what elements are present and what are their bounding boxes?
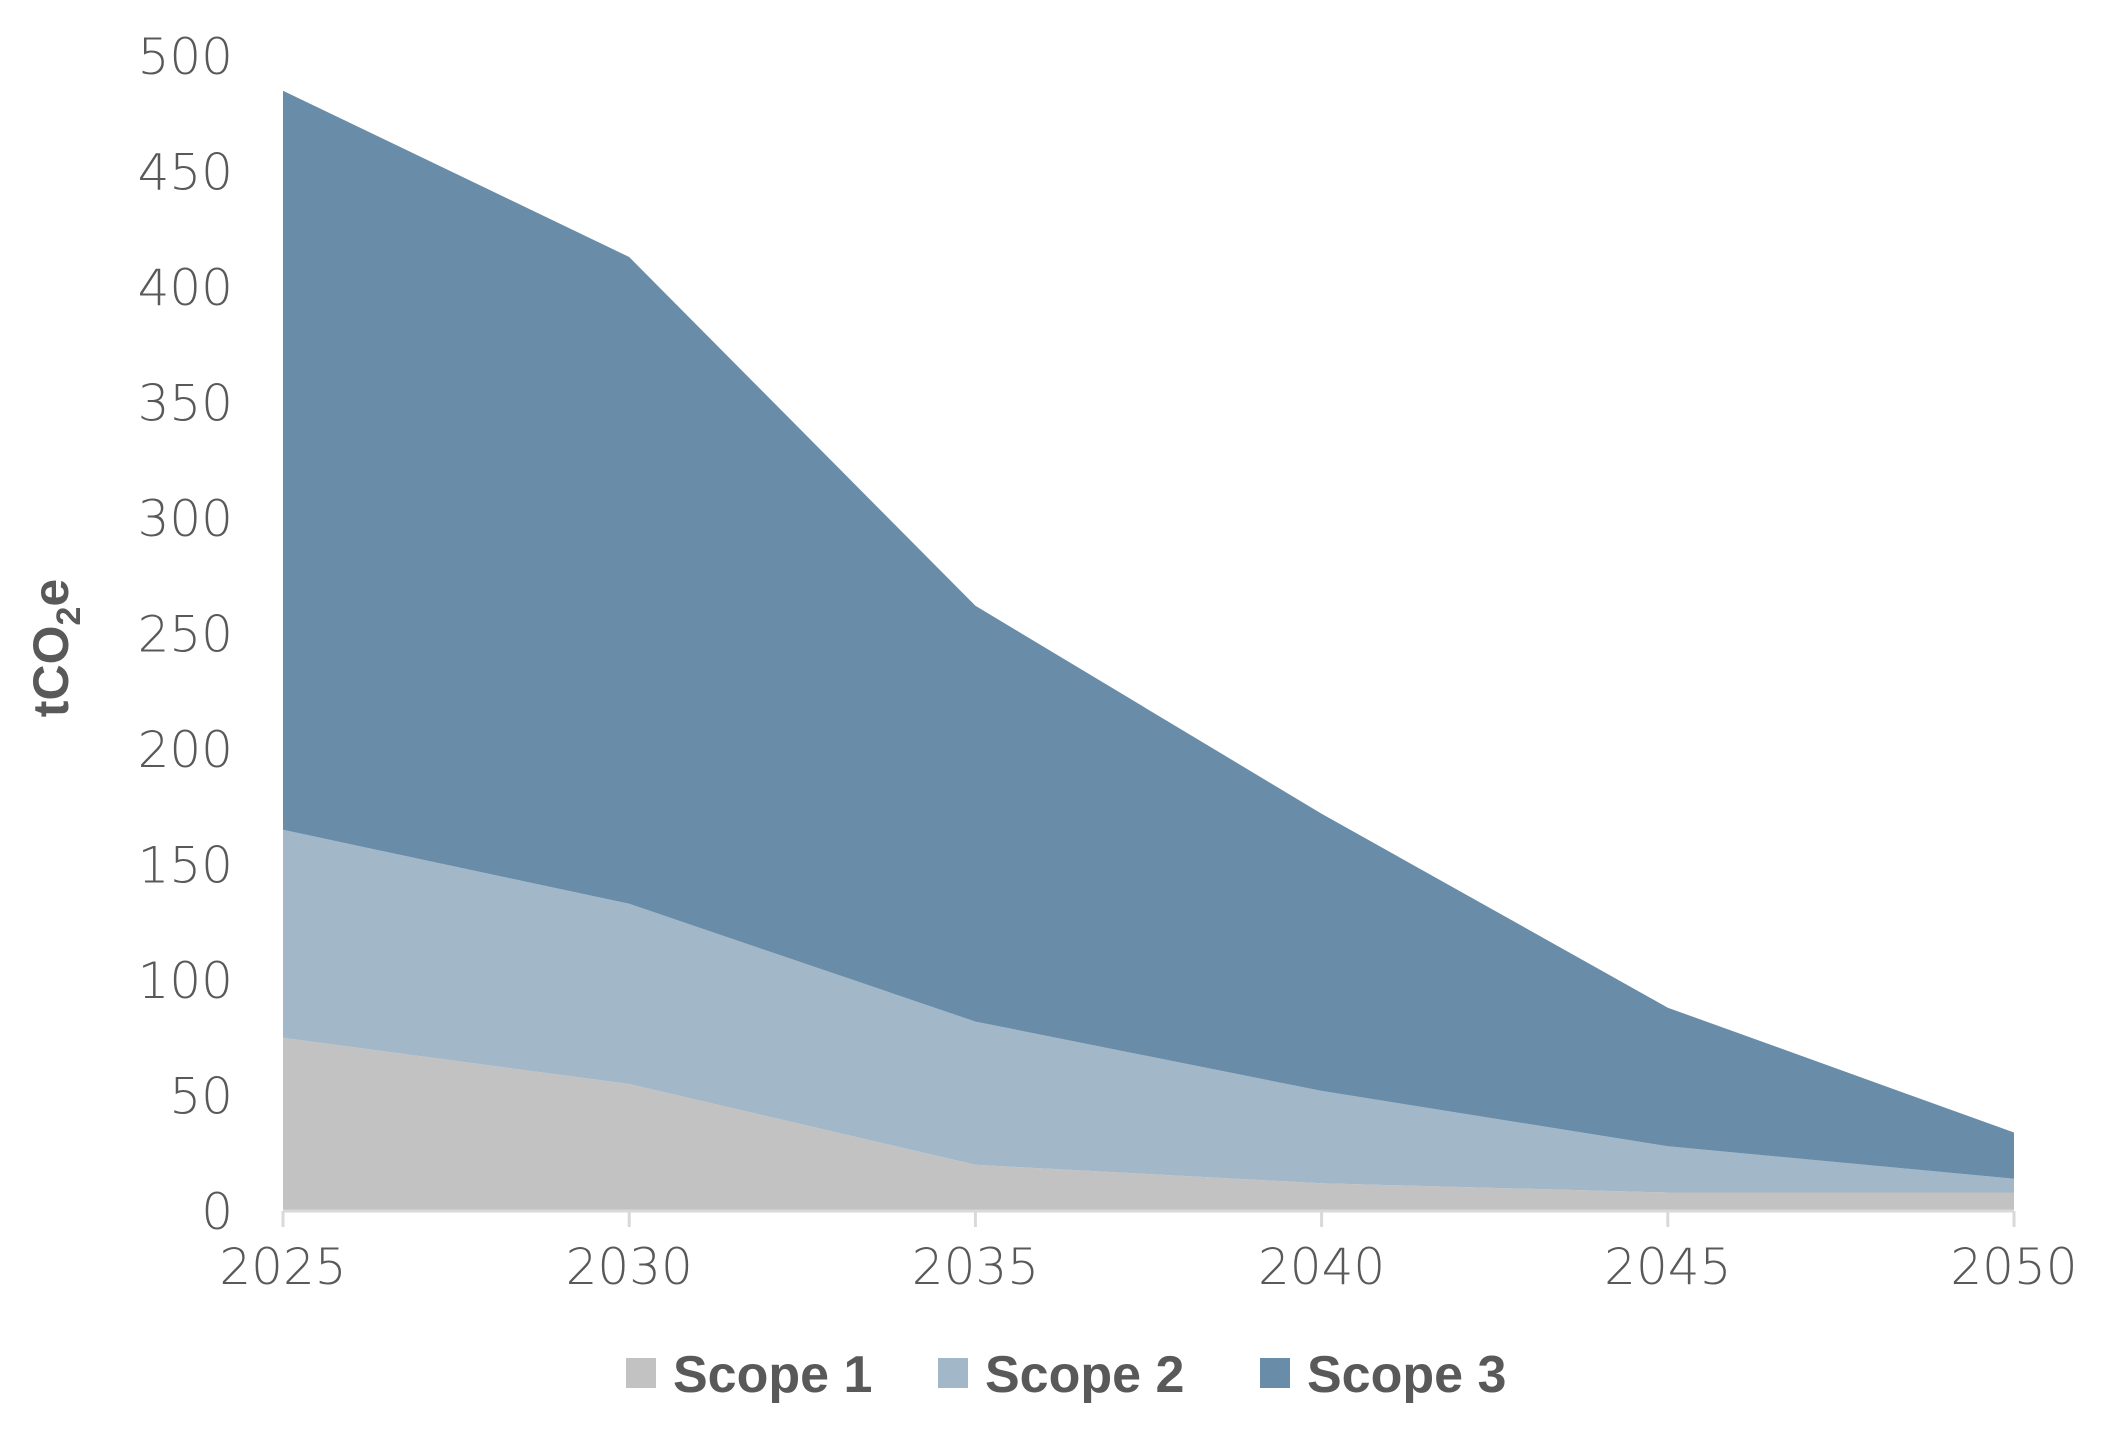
x-tick-label: 2045 (1604, 1238, 1731, 1296)
x-tick-label: 2050 (1950, 1238, 2077, 1296)
chart-areas (283, 90, 2014, 1211)
area-series-1 (283, 1037, 2014, 1211)
y-tick-label: 100 (138, 952, 233, 1010)
y-axis-label-subscript: 2 (50, 607, 88, 626)
legend: Scope 1 Scope 2 Scope 3 (626, 1346, 1506, 1404)
x-tick-label: 2030 (566, 1238, 693, 1296)
y-tick-label: 150 (138, 837, 233, 895)
area-series-2 (283, 829, 2014, 1193)
y-tick-label: 450 (138, 144, 233, 202)
y-axis-ticks: 0 50 100 150 200 250 300 350 400 450 500 (138, 28, 233, 1241)
y-tick-label: 500 (138, 28, 233, 86)
y-tick-label: 50 (169, 1068, 233, 1126)
y-tick-label: 0 (201, 1183, 233, 1241)
x-tick-label: 2035 (912, 1238, 1039, 1296)
legend-label: Scope 3 (1307, 1346, 1506, 1404)
y-axis-label-main: tCO (23, 626, 79, 718)
y-tick-label: 350 (138, 375, 233, 433)
legend-label: Scope 1 (673, 1346, 872, 1404)
legend-swatch (1260, 1358, 1290, 1388)
legend-swatch (626, 1358, 656, 1388)
x-tick-label: 2040 (1258, 1238, 1385, 1296)
y-tick-label: 300 (138, 490, 233, 548)
y-tick-label: 200 (138, 721, 233, 779)
x-axis-ticks: 2025 2030 2035 2040 2045 2050 (219, 1211, 2078, 1296)
area-series-3 (283, 90, 2014, 1179)
y-tick-label: 400 (138, 259, 233, 317)
legend-label: Scope 2 (985, 1346, 1184, 1404)
y-axis-label-suffix: e (23, 579, 79, 607)
x-tick-label: 2025 (219, 1238, 346, 1296)
y-tick-label: 250 (138, 606, 233, 664)
y-axis-label: tCO2e (23, 579, 88, 717)
legend-swatch (938, 1358, 968, 1388)
